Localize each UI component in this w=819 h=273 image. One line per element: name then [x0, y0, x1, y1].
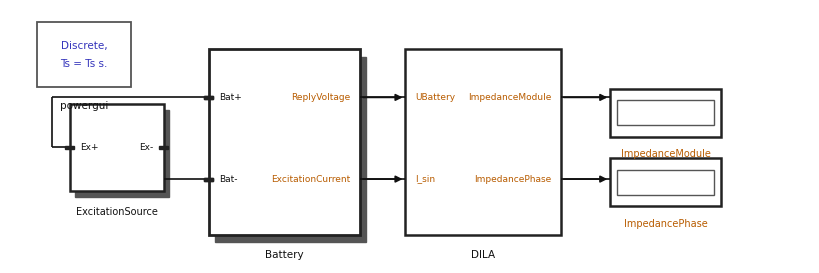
Bar — [617, 100, 714, 125]
Bar — [617, 170, 714, 195]
Bar — [405, 49, 561, 235]
Text: ImpedancePhase: ImpedancePhase — [623, 219, 708, 229]
Text: ExcitationCurrent: ExcitationCurrent — [271, 175, 351, 183]
Bar — [37, 22, 131, 87]
Bar — [66, 146, 74, 149]
Text: Ts = Ts s.: Ts = Ts s. — [61, 60, 107, 69]
Bar — [205, 177, 213, 181]
Text: ImpedancePhase: ImpedancePhase — [474, 175, 551, 183]
Bar — [215, 57, 366, 242]
Text: DILA: DILA — [471, 250, 495, 260]
Bar — [610, 89, 721, 136]
Text: Bat-: Bat- — [219, 175, 238, 183]
Bar — [205, 96, 213, 99]
Bar — [70, 104, 164, 191]
Text: I_sin: I_sin — [415, 175, 436, 183]
Text: ImpedanceModule: ImpedanceModule — [468, 93, 551, 102]
Text: ImpedanceModule: ImpedanceModule — [621, 149, 710, 159]
Text: Bat+: Bat+ — [219, 93, 242, 102]
Bar — [209, 49, 360, 235]
Text: Ex+: Ex+ — [80, 143, 99, 152]
Text: Battery: Battery — [265, 250, 304, 260]
Bar — [205, 177, 213, 181]
Text: ReplyVoltage: ReplyVoltage — [292, 93, 351, 102]
Bar — [610, 158, 721, 206]
Text: Ex-: Ex- — [139, 143, 153, 152]
Bar — [159, 146, 169, 149]
Text: UBattery: UBattery — [415, 93, 455, 102]
Text: powergui: powergui — [60, 102, 108, 111]
Text: Discrete,: Discrete, — [61, 41, 107, 51]
Bar — [75, 110, 169, 197]
Text: ExcitationSource: ExcitationSource — [76, 207, 157, 216]
Bar — [205, 96, 213, 99]
